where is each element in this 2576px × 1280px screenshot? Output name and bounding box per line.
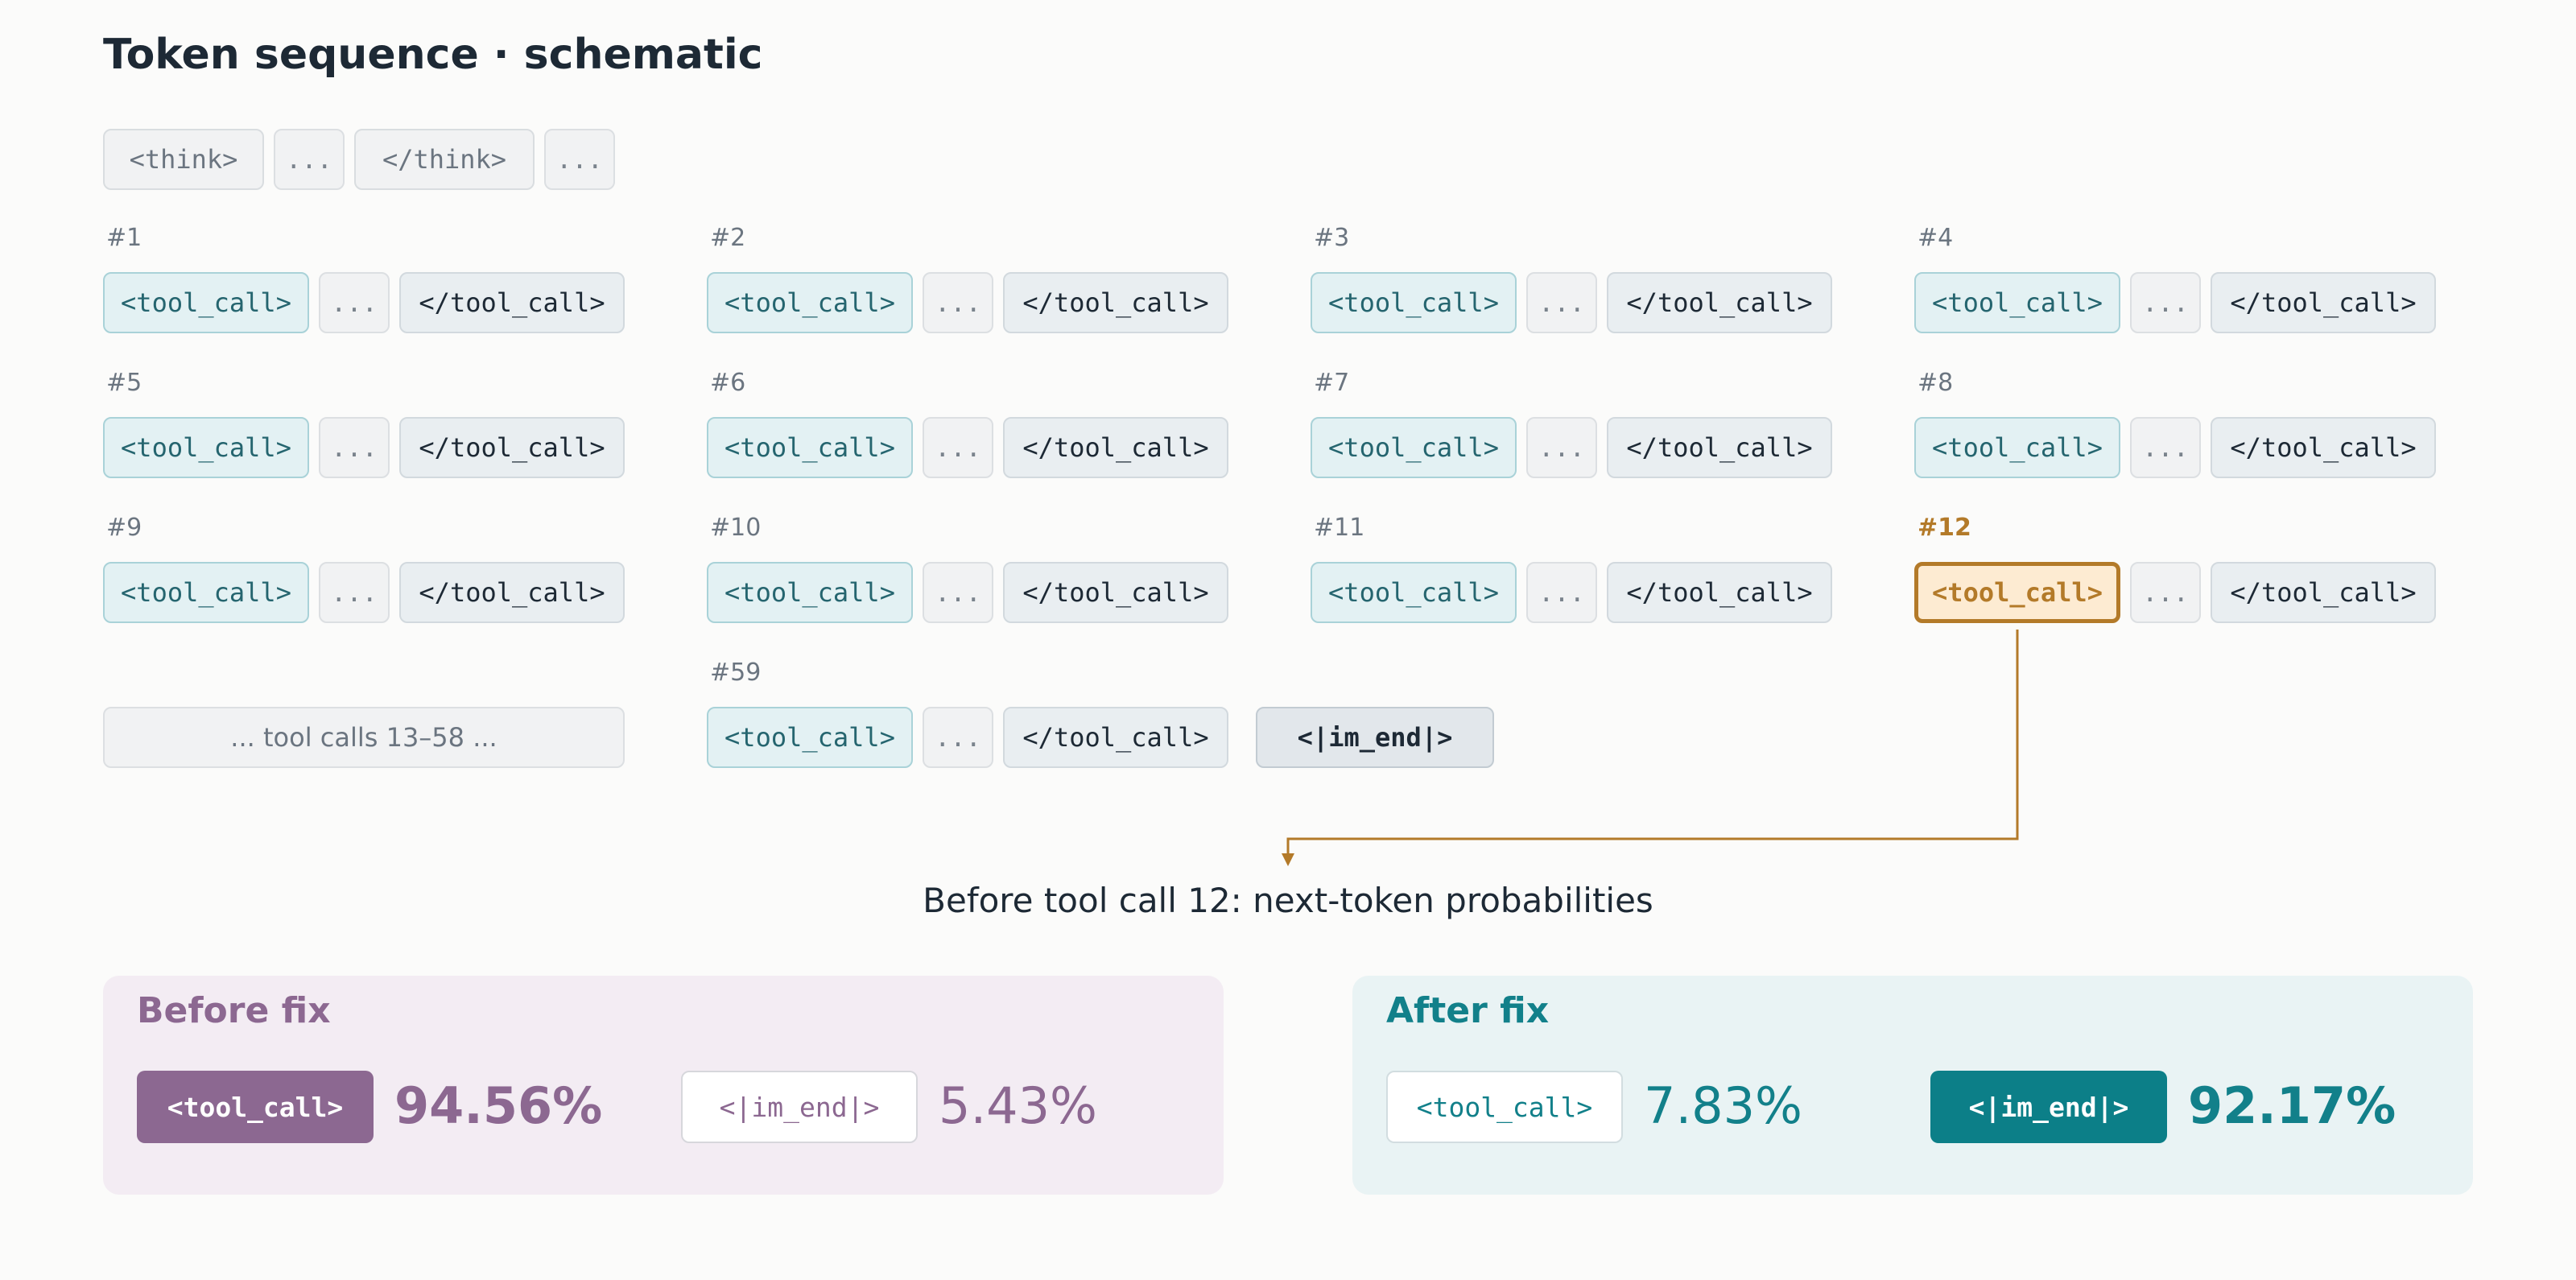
tool-call-number-11: #11 — [1314, 514, 1365, 542]
tool-call-ellipsis-2: ... — [923, 272, 993, 333]
after-tool-call-prob: 7.83% — [1644, 1076, 1802, 1135]
tool-call-ellipsis-12: ... — [2130, 562, 2201, 623]
tool-call-open-token-59: <tool_call> — [707, 707, 913, 768]
tool-call-number-4: #4 — [1918, 224, 1954, 252]
after-im-end-token: <|im_end|> — [1930, 1071, 2167, 1143]
before-im-end-prob: 5.43% — [939, 1076, 1097, 1135]
tool-call-close-token-9: </tool_call> — [399, 562, 625, 623]
tool-call-ellipsis-11: ... — [1526, 562, 1597, 623]
tool-call-number-12: #12 — [1918, 514, 1971, 542]
before-fix-title: Before fix — [137, 990, 331, 1031]
tool-call-open-token-12: <tool_call> — [1914, 562, 2120, 623]
tool-call-ellipsis-9: ... — [319, 562, 390, 623]
tool-call-ellipsis-4: ... — [2130, 272, 2201, 333]
probabilities-caption: Before tool call 12: next-token probabil… — [923, 881, 1653, 920]
think-ellipsis-token: ... — [274, 129, 345, 190]
tool-call-close-token-59: </tool_call> — [1003, 707, 1228, 768]
tool-call-close-token-4: </tool_call> — [2211, 272, 2436, 333]
after-im-end-prob: 92.17% — [2188, 1076, 2396, 1135]
tool-call-close-token-5: </tool_call> — [399, 417, 625, 478]
tool-call-number-6: #6 — [710, 369, 746, 397]
skipped-calls-placeholder: ... tool calls 13–58 ... — [103, 707, 625, 768]
tool-call-ellipsis-1: ... — [319, 272, 390, 333]
before-tool-call-prob: 94.56% — [394, 1076, 603, 1135]
tool-call-close-token-12: </tool_call> — [2211, 562, 2436, 623]
after-tool-call-token: <tool_call> — [1386, 1071, 1623, 1143]
tool-call-number-9: #9 — [106, 514, 142, 542]
tool-call-number-10: #10 — [710, 514, 762, 542]
think-close-token: </think> — [354, 129, 535, 190]
im-end-token: <|im_end|> — [1256, 707, 1494, 768]
tool-call-ellipsis-6: ... — [923, 417, 993, 478]
before-fix-panel: Before fix <tool_call> 94.56% <|im_end|>… — [103, 976, 1224, 1195]
tool-call-ellipsis-5: ... — [319, 417, 390, 478]
tool-call-close-token-1: </tool_call> — [399, 272, 625, 333]
tool-call-open-token-8: <tool_call> — [1914, 417, 2120, 478]
tool-call-number-5: #5 — [106, 369, 142, 397]
after-fix-panel: After fix <tool_call> 7.83% <|im_end|> 9… — [1352, 976, 2473, 1195]
before-tool-call-token: <tool_call> — [137, 1071, 374, 1143]
tool-call-number-59: #59 — [710, 659, 762, 687]
tool-call-number-8: #8 — [1918, 369, 1954, 397]
tool-call-close-token-7: </tool_call> — [1607, 417, 1832, 478]
tool-call-open-token-9: <tool_call> — [103, 562, 309, 623]
tool-call-open-token-11: <tool_call> — [1311, 562, 1517, 623]
after-fix-title: After fix — [1386, 990, 1550, 1031]
tool-call-open-token-2: <tool_call> — [707, 272, 913, 333]
tool-call-ellipsis-7: ... — [1526, 417, 1597, 478]
tool-call-open-token-7: <tool_call> — [1311, 417, 1517, 478]
tool-call-open-token-1: <tool_call> — [103, 272, 309, 333]
tool-call-ellipsis-10: ... — [923, 562, 993, 623]
tool-call-ellipsis-8: ... — [2130, 417, 2201, 478]
tool-call-open-token-10: <tool_call> — [707, 562, 913, 623]
tool-call-open-token-6: <tool_call> — [707, 417, 913, 478]
answer-ellipsis-token: ... — [544, 129, 615, 190]
tool-call-number-7: #7 — [1314, 369, 1350, 397]
page-title: Token sequence · schematic — [103, 31, 763, 79]
tool-call-close-token-6: </tool_call> — [1003, 417, 1228, 478]
tool-call-close-token-11: </tool_call> — [1607, 562, 1832, 623]
tool-call-ellipsis-3: ... — [1526, 272, 1597, 333]
tool-call-close-token-2: </tool_call> — [1003, 272, 1228, 333]
tool-call-open-token-3: <tool_call> — [1311, 272, 1517, 333]
tool-call-close-token-8: </tool_call> — [2211, 417, 2436, 478]
tool-call-open-token-4: <tool_call> — [1914, 272, 2120, 333]
tool-call-close-token-3: </tool_call> — [1607, 272, 1832, 333]
tool-call-number-2: #2 — [710, 224, 746, 252]
tool-call-number-1: #1 — [106, 224, 142, 252]
tool-call-ellipsis-59: ... — [923, 707, 993, 768]
tool-call-number-3: #3 — [1314, 224, 1350, 252]
tool-call-open-token-5: <tool_call> — [103, 417, 309, 478]
before-im-end-token: <|im_end|> — [681, 1071, 918, 1143]
tool-call-close-token-10: </tool_call> — [1003, 562, 1228, 623]
think-open-token: <think> — [103, 129, 264, 190]
